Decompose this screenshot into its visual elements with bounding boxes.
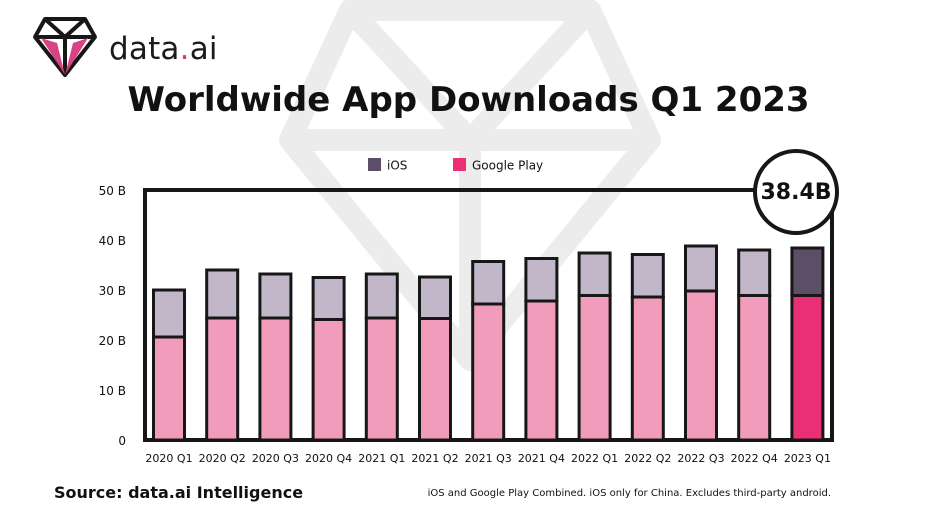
brand-name-main: data <box>109 31 180 67</box>
x-tick-label: 2021 Q1 <box>358 452 405 465</box>
brand-name-suffix: ai <box>189 31 218 67</box>
brand: data.ai <box>30 14 260 80</box>
footnote: iOS and Google Play Combined. iOS only f… <box>427 488 831 499</box>
legend-google-play-label: Google Play <box>472 159 543 173</box>
bar-ios <box>205 268 240 320</box>
bar-google-play <box>311 318 346 442</box>
y-tick-label: 10 B <box>99 384 126 398</box>
bar-google-play <box>418 317 452 442</box>
bar-ios <box>364 272 399 320</box>
x-tick-label: 2023 Q1 <box>784 452 831 465</box>
x-tick-label: 2022 Q4 <box>731 452 778 465</box>
bar-ios <box>630 253 665 299</box>
x-tick-label: 2021 Q2 <box>411 452 458 465</box>
y-tick-label: 50 B <box>99 184 126 198</box>
x-tick-label: 2020 Q3 <box>252 452 299 465</box>
watermark-diamond-icon <box>279 0 661 371</box>
bar-google-play <box>524 299 559 442</box>
y-tick-label: 30 B <box>99 284 126 298</box>
bar-google-play <box>790 294 825 442</box>
legend-google-play-swatch <box>453 158 466 171</box>
x-tick-label: 2020 Q1 <box>145 452 192 465</box>
x-axis-labels: 2020 Q1 2020 Q2 2020 Q3 2020 Q4 2021 Q1 2021 … <box>145 452 831 465</box>
bar-ios <box>737 248 772 297</box>
chart-plot-area: 010 B20 B30 B40 B50 B 2020 Q1 2020 Q2 2020… <box>99 184 834 465</box>
bar-google-play <box>684 289 718 442</box>
legend-ios-swatch <box>368 158 381 171</box>
x-tick-label: 2021 Q4 <box>518 452 565 465</box>
page-title: Worldwide App Downloads Q1 2023 <box>127 80 810 120</box>
bar-ios <box>152 288 186 339</box>
bar-google-play <box>471 302 506 442</box>
bar-ios <box>790 246 825 297</box>
y-tick-label: 20 B <box>99 334 126 348</box>
x-tick-label: 2020 Q4 <box>305 452 352 465</box>
bar-ios <box>684 244 718 293</box>
bar-ios <box>524 257 559 303</box>
callout-circle <box>753 149 839 235</box>
bar-ios <box>471 260 506 306</box>
y-tick-label: 0 <box>118 434 126 448</box>
bar-ios <box>577 251 612 297</box>
brand-name-dot: . <box>179 31 190 67</box>
callout-value: 38.4B <box>760 180 831 205</box>
bar-google-play <box>577 294 612 442</box>
bar-google-play <box>258 316 293 442</box>
x-tick-label: 2020 Q2 <box>199 452 246 465</box>
bar-ios <box>311 276 346 321</box>
source-label: Source: data.ai Intelligence <box>54 483 304 502</box>
brand-name: data.ai <box>109 31 218 67</box>
bar-google-play <box>205 316 240 442</box>
x-tick-label: 2022 Q3 <box>677 452 724 465</box>
bar-google-play <box>152 335 186 442</box>
diamond-logo-icon <box>33 17 97 77</box>
x-tick-label: 2022 Q2 <box>624 452 671 465</box>
bar-google-play <box>364 316 399 442</box>
legend: iOS Google Play <box>368 158 543 173</box>
x-tick-label: 2021 Q3 <box>465 452 512 465</box>
bar-ios <box>258 272 293 320</box>
bar-ios <box>418 275 452 320</box>
bar-google-play <box>737 294 772 442</box>
bars-layer <box>152 244 825 442</box>
y-axis-labels: 0 10 B 20 B 30 B 40 B 50 B <box>99 184 126 448</box>
callout: 38.4B <box>753 149 839 235</box>
bar-google-play <box>630 295 665 442</box>
legend-ios-label: iOS <box>387 159 407 173</box>
x-tick-label: 2022 Q1 <box>571 452 618 465</box>
y-tick-label: 40 B <box>99 234 126 248</box>
